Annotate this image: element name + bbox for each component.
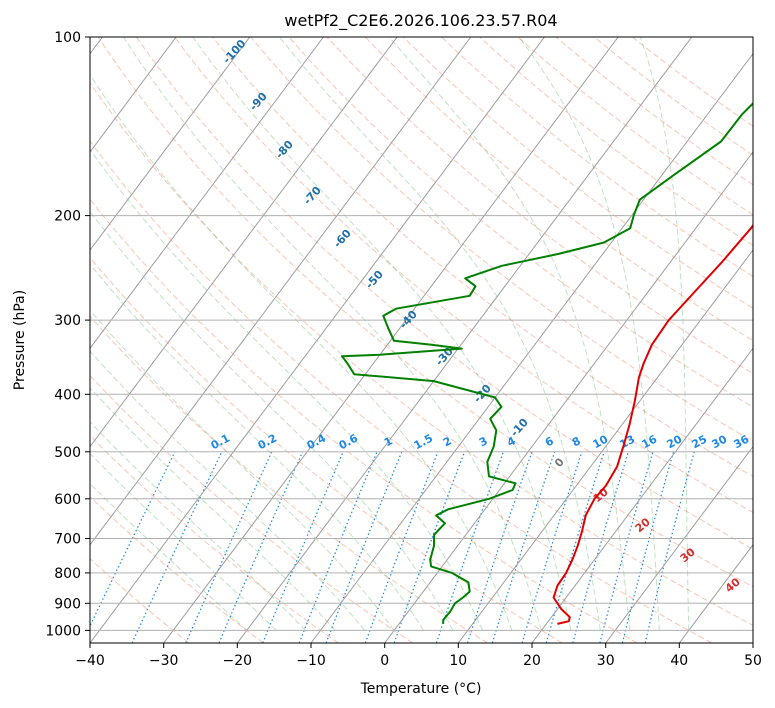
- mixing-ratio-line: [325, 451, 403, 643]
- isotherm-line: [90, 37, 324, 350]
- dry-adiabat-line: [90, 374, 414, 643]
- mixing-ratio-label: 10: [591, 432, 611, 451]
- x-tick-label: −30: [149, 653, 179, 669]
- plot-area: -100-90-80-70-60-50-40-30-20-1000.1 0.2 0.…: [90, 37, 753, 643]
- dry-adiabat-line: [135, 37, 753, 550]
- dry-adiabat-line: [288, 37, 753, 408]
- mixing-ratio-line: [599, 451, 654, 643]
- dry-adiabat-line: [90, 140, 712, 643]
- x-tick-label: −40: [75, 653, 105, 669]
- x-tick-label: 10: [449, 653, 467, 669]
- isotherm-line: [90, 37, 545, 643]
- y-tick-label: 600: [54, 492, 81, 508]
- y-tick-label: 400: [54, 387, 81, 403]
- mixing-ratio-line: [218, 451, 304, 643]
- mixing-ratio-line: [262, 451, 344, 643]
- mixing-ratio-label: 20: [665, 432, 685, 451]
- x-axis-title: Temperature (°C): [360, 681, 482, 697]
- mixing-ratio-line: [364, 451, 439, 643]
- isotherm-line: [163, 37, 619, 643]
- dry-adiabat-line: [90, 198, 638, 643]
- moist-adiabat-line: [90, 263, 425, 631]
- mixing-ratio-line: [521, 451, 583, 643]
- plot-frame: [89, 36, 754, 644]
- y-tick-label: 1000: [45, 623, 81, 639]
- isotherm-line: [384, 151, 753, 643]
- dewpoint-profile-line: [341, 102, 753, 624]
- dry-adiabat-line: [403, 37, 753, 309]
- moist-adiabat-line: [90, 421, 307, 631]
- isotherm-line: [457, 249, 753, 643]
- y-tick-label: 500: [54, 445, 81, 461]
- x-tick-label: −10: [296, 653, 326, 669]
- moist-adiabat-line: [90, 210, 454, 631]
- isotherm-line: [605, 445, 753, 643]
- y-axis: 100 200 300 400 500 600 700 800 900 1000: [45, 30, 90, 639]
- dry-adiabats: [90, 37, 753, 643]
- moist-adiabat-line: [90, 148, 483, 631]
- x-tick-label: 40: [670, 653, 688, 669]
- chart-title: wetPf2_C2E6.2026.106.23.57.R04: [284, 11, 557, 31]
- dry-adiabat-line: [90, 434, 339, 643]
- moist-adiabat-line: [90, 309, 395, 631]
- x-tick-label: −20: [223, 653, 253, 669]
- isotherm-line: [90, 37, 472, 546]
- mixing-ratio-line: [572, 451, 629, 643]
- x-tick-label: 0: [380, 653, 389, 669]
- y-tick-label: 100: [54, 30, 81, 46]
- dry-adiabat-line: [250, 37, 753, 443]
- moist-adiabat-line: [90, 350, 365, 631]
- dry-adiabat-line: [174, 37, 753, 514]
- mixing-ratio-label: 16: [640, 432, 660, 451]
- mixing-ratio-line: [466, 451, 533, 643]
- moist-adiabat-line: [90, 73, 513, 631]
- y-tick-label: 200: [54, 209, 81, 225]
- x-tick-label: 30: [597, 653, 615, 669]
- isotherm-line: [236, 37, 693, 643]
- mixing-ratio-line: [545, 451, 605, 643]
- dry-adiabat-line: [593, 37, 753, 156]
- mixing-ratio-line: [621, 451, 675, 643]
- y-tick-label: 900: [54, 596, 81, 612]
- temperature-profile-line: [552, 223, 753, 625]
- dry-adiabat-line: [326, 37, 753, 375]
- isotherm-line: [90, 37, 251, 251]
- dry-adiabat-line: [364, 37, 753, 342]
- x-tick-label: 50: [744, 653, 762, 669]
- mixing-ratio-label: 36: [732, 432, 752, 451]
- profile-lines: [341, 102, 753, 625]
- isotherm-line: [531, 347, 753, 643]
- y-axis-title: Pressure (hPa): [12, 290, 28, 390]
- skewed-isotherms: [90, 37, 753, 643]
- dry-adiabat-line: [441, 37, 753, 278]
- dry-adiabat-line: [97, 37, 753, 588]
- mixing-ratio-line: [90, 451, 176, 628]
- dry-adiabat-line: [90, 82, 753, 626]
- isotherm-line: [90, 37, 177, 153]
- mixing-ratio-label: 30: [710, 432, 730, 451]
- x-axis: −40 −30 −20 −10 0 10 20 30 40 50: [75, 643, 762, 669]
- y-tick-label: 800: [54, 566, 81, 582]
- moist-adiabat-line: [122, 37, 542, 631]
- isotherm-line: [310, 52, 753, 643]
- moist-adiabat-line: [518, 37, 660, 631]
- moist-adiabat-line: [639, 37, 690, 631]
- mixing-ratio-line: [491, 451, 556, 643]
- y-tick-label: 300: [54, 313, 81, 329]
- isobar-gridlines: [90, 37, 753, 631]
- x-tick-label: 20: [523, 653, 541, 669]
- dry-adiabat-line: [555, 37, 753, 186]
- isotherm-line: [90, 37, 398, 448]
- mixing-ratio-label: 25: [690, 433, 710, 452]
- mixing-ratio-line: [298, 451, 378, 643]
- moist-adiabat-line: [90, 387, 336, 631]
- y-tick-label: 700: [54, 532, 81, 548]
